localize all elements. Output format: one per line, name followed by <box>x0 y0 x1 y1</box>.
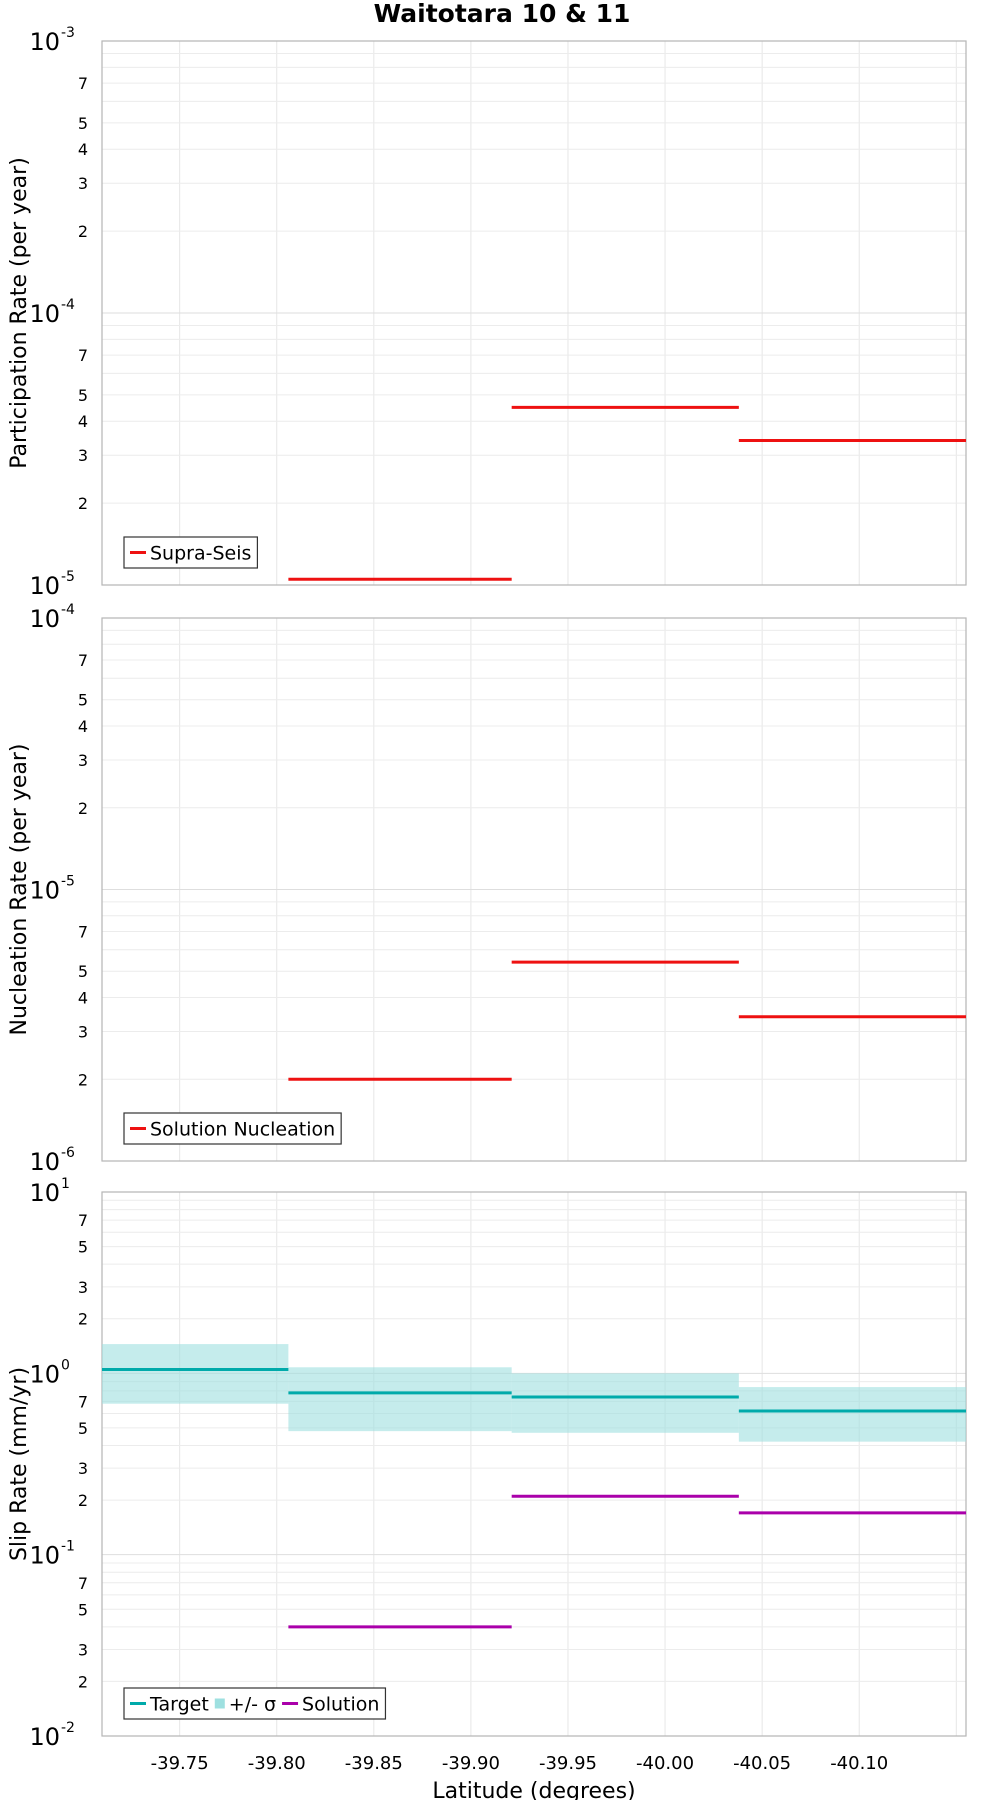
y-tick-label: 2 <box>78 1310 88 1329</box>
y-tick-label: 3 <box>78 174 88 193</box>
plot-border <box>101 617 967 1162</box>
y-tick-label: 2 <box>78 1070 88 1089</box>
legend-label: Solution Nucleation <box>150 1119 335 1141</box>
y-tick-label: 2 <box>78 1672 88 1691</box>
y-tick-label-decade: 10 <box>29 572 60 600</box>
x-tick-label: -39.85 <box>345 1753 403 1774</box>
legend: Target +/- σ Solution <box>123 1687 387 1720</box>
y-tick-label-decade: 10 <box>29 1542 60 1570</box>
legend-box <box>123 536 259 569</box>
legend-label: Supra-Seis <box>150 543 251 565</box>
y-axis-label: Nucleation Rate (per year) <box>7 744 32 1036</box>
y-tick-label: 5 <box>78 1419 88 1438</box>
y-tick-label-exponent: 0 <box>61 1357 70 1373</box>
legend-box <box>123 1112 342 1145</box>
y-tick-label: 3 <box>78 1640 88 1659</box>
y-tick-label: 3 <box>78 751 88 770</box>
y-tick-label-decade: 10 <box>29 28 60 56</box>
y-tick-label-exponent: -3 <box>61 25 75 41</box>
y-tick-label-decade: 10 <box>29 1148 60 1176</box>
y-axis-label: Slip Rate (mm/yr) <box>7 1367 32 1561</box>
y-tick-label-exponent: -2 <box>61 1720 75 1736</box>
y-tick-label-exponent: 1 <box>61 1176 70 1192</box>
y-tick-label-exponent: -6 <box>61 1145 75 1161</box>
y-tick-label: 7 <box>78 74 88 93</box>
y-tick-label: 4 <box>78 989 88 1008</box>
y-tick-label-decade: 10 <box>29 300 60 328</box>
y-tick-label: 4 <box>78 140 88 159</box>
y-tick-label-exponent: -1 <box>61 1539 75 1555</box>
y-tick-label: 3 <box>78 1278 88 1297</box>
y-tick-label: 3 <box>78 446 88 465</box>
x-tick-label: -39.80 <box>248 1753 306 1774</box>
sigma-band <box>511 1373 739 1433</box>
y-tick-label: 7 <box>78 651 88 670</box>
y-tick-label: 5 <box>78 1600 88 1619</box>
y-tick-label: 7 <box>78 1211 88 1230</box>
x-tick-label: -40.00 <box>636 1753 694 1774</box>
sigma-band <box>738 1387 966 1442</box>
y-tick-label: 5 <box>78 114 88 133</box>
legend: Solution Nucleation <box>123 1112 342 1145</box>
x-axis-label: Latitude (degrees) <box>432 1779 635 1800</box>
y-tick-label: 3 <box>78 1022 88 1041</box>
y-tick-label: 5 <box>78 386 88 405</box>
plot-border <box>101 1191 967 1737</box>
y-tick-label: 7 <box>78 923 88 942</box>
legend-box <box>123 1687 387 1720</box>
legend-label: Target <box>149 1694 209 1716</box>
x-tick-label: -39.95 <box>539 1753 597 1774</box>
y-tick-label: 3 <box>78 1459 88 1478</box>
x-tick-label: -40.10 <box>830 1753 888 1774</box>
y-tick-label-exponent: -5 <box>61 569 75 585</box>
legend: Supra-Seis <box>123 536 259 569</box>
plot-area <box>102 1192 966 1736</box>
y-tick-label: 7 <box>78 1574 88 1593</box>
y-tick-label-decade: 10 <box>29 1179 60 1207</box>
y-tick-label-exponent: -4 <box>61 602 75 618</box>
y-tick-label: 7 <box>78 1392 88 1411</box>
x-tick-label: -39.90 <box>442 1753 500 1774</box>
y-tick-label: 2 <box>78 799 88 818</box>
y-tick-label: 5 <box>78 1238 88 1257</box>
y-axis-label: Participation Rate (per year) <box>7 157 32 469</box>
legend-swatch <box>214 1698 225 1709</box>
y-tick-label: 5 <box>78 962 88 981</box>
y-tick-label: 4 <box>78 412 88 431</box>
y-tick-label: 2 <box>78 494 88 513</box>
x-tick-label: -40.05 <box>733 1753 791 1774</box>
plot-border <box>101 40 967 586</box>
y-tick-label: 2 <box>78 222 88 241</box>
y-tick-label: 4 <box>78 717 88 736</box>
sigma-band <box>102 1344 289 1404</box>
y-tick-label: 7 <box>78 346 88 365</box>
sigma-band <box>288 1367 512 1432</box>
y-tick-label: 2 <box>78 1491 88 1510</box>
chart-title: Waitotara 10 & 11 <box>374 0 631 28</box>
y-tick-label-decade: 10 <box>29 1360 60 1388</box>
y-tick-label-decade: 10 <box>29 1723 60 1751</box>
x-tick-label: -39.75 <box>151 1753 209 1774</box>
legend-label: Solution <box>302 1694 379 1716</box>
y-tick-label-exponent: -5 <box>61 874 75 890</box>
y-tick-label-decade: 10 <box>29 877 60 905</box>
y-tick-label: 5 <box>78 691 88 710</box>
y-tick-label-exponent: -4 <box>61 297 75 313</box>
legend-label: +/- σ <box>229 1694 276 1716</box>
y-tick-label-decade: 10 <box>29 605 60 633</box>
